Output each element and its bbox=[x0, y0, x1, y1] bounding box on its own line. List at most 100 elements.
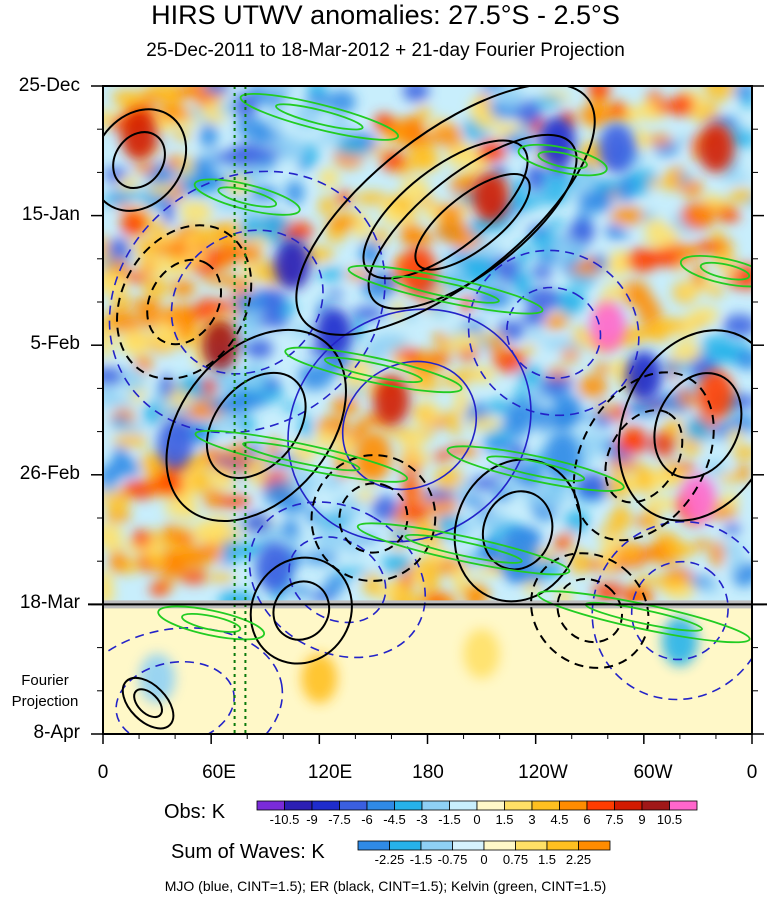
obs-colorbar-box bbox=[531, 800, 560, 811]
field-cell bbox=[441, 410, 461, 426]
obs-colorbar-box bbox=[669, 800, 698, 811]
waves-colorbar-box bbox=[515, 840, 548, 851]
field-cell bbox=[488, 339, 506, 357]
field-cell bbox=[179, 200, 213, 224]
field-cell bbox=[234, 590, 255, 603]
field-extremum bbox=[139, 653, 176, 704]
obs-colorbar-tick-label: 6 bbox=[583, 812, 590, 827]
waves-colorbar-tick-label: -0.75 bbox=[438, 852, 468, 867]
x-tick-label: 0 bbox=[97, 762, 109, 783]
field-cell bbox=[487, 256, 521, 276]
field-cell bbox=[720, 266, 738, 278]
field-extremum bbox=[202, 320, 239, 370]
field-cell bbox=[533, 95, 564, 108]
field-cell bbox=[607, 458, 641, 472]
y-tick-label: 5-Feb bbox=[30, 333, 80, 354]
field-extremum bbox=[697, 123, 734, 173]
field-cell bbox=[334, 567, 370, 576]
field-cell bbox=[122, 479, 158, 500]
kelvin-contour bbox=[537, 150, 588, 170]
field-cell bbox=[465, 587, 490, 603]
er-contour bbox=[653, 372, 743, 479]
waves-colorbar-box bbox=[483, 840, 516, 851]
field-cell bbox=[609, 404, 626, 422]
er-contour bbox=[112, 131, 166, 189]
field-cell bbox=[164, 499, 191, 518]
mjo-contour bbox=[506, 286, 602, 380]
kelvin-contour bbox=[391, 275, 500, 304]
field-cell bbox=[631, 177, 651, 195]
field-cell bbox=[103, 195, 127, 207]
field-cell bbox=[134, 161, 157, 174]
field-cell bbox=[522, 344, 536, 354]
kelvin-contour bbox=[486, 455, 586, 482]
field-cell bbox=[148, 183, 174, 196]
field-cell bbox=[103, 335, 113, 359]
field-cell bbox=[131, 529, 152, 548]
field-cell bbox=[290, 441, 316, 465]
field-cell bbox=[564, 410, 586, 420]
field-cell bbox=[300, 142, 319, 168]
field-cell bbox=[578, 374, 608, 399]
kelvin-contour bbox=[181, 612, 242, 633]
field-cell bbox=[488, 398, 509, 416]
field-cell bbox=[316, 267, 346, 281]
obs-colorbar-box bbox=[339, 800, 368, 811]
field-cell bbox=[353, 191, 389, 206]
field-cell bbox=[402, 86, 430, 102]
kelvin-contour bbox=[284, 346, 463, 394]
field-cell bbox=[179, 570, 209, 584]
field-cell bbox=[174, 327, 192, 339]
x-tick-label: 0 bbox=[746, 762, 758, 783]
y-tick-label: 8-Apr bbox=[33, 722, 80, 743]
field-cell bbox=[610, 101, 626, 119]
field-cell bbox=[370, 272, 403, 283]
field-cell bbox=[184, 314, 199, 331]
waves-colorbar-box bbox=[357, 840, 390, 851]
waves-colorbar-tick-label: 0.75 bbox=[503, 852, 528, 867]
field-cell bbox=[646, 179, 664, 188]
field-cell bbox=[655, 574, 689, 590]
obs-colorbar-box bbox=[366, 800, 395, 811]
field-cell bbox=[599, 543, 619, 571]
field-cell bbox=[652, 317, 687, 333]
field-cell bbox=[170, 130, 192, 140]
field-extremum bbox=[121, 110, 158, 161]
field-cell bbox=[534, 252, 562, 265]
field-cell bbox=[208, 572, 235, 583]
field-cell bbox=[113, 433, 149, 448]
field-cell bbox=[618, 280, 651, 305]
field-cell bbox=[432, 332, 446, 344]
obs-colorbar-tick-label: 9 bbox=[638, 812, 645, 827]
kelvin-contour bbox=[217, 186, 278, 208]
field-cell bbox=[142, 86, 174, 100]
field-cell bbox=[193, 469, 212, 486]
field-cell bbox=[578, 103, 614, 127]
field-cell bbox=[482, 439, 518, 453]
field-cell bbox=[684, 417, 711, 441]
field-cell bbox=[120, 210, 147, 237]
field-cell bbox=[188, 409, 211, 419]
waves-colorbar-box bbox=[546, 840, 579, 851]
x-tick-label: 60E bbox=[202, 762, 236, 783]
field-cell bbox=[235, 118, 271, 138]
field-cell bbox=[552, 237, 583, 256]
field-cell bbox=[560, 297, 579, 318]
field-cell bbox=[606, 513, 634, 529]
y-tick-label: 18-Mar bbox=[19, 592, 80, 613]
field-cell bbox=[588, 86, 610, 102]
kelvin-contour bbox=[239, 92, 400, 141]
field-cell bbox=[399, 115, 425, 134]
field-cell bbox=[707, 505, 738, 520]
field-cell bbox=[307, 507, 320, 525]
field-cell bbox=[103, 167, 130, 179]
er-contour bbox=[205, 371, 307, 479]
field-cell bbox=[337, 436, 357, 453]
field-cell bbox=[596, 526, 627, 536]
field-cell bbox=[561, 347, 580, 363]
field-cell bbox=[680, 283, 698, 299]
field-cell bbox=[473, 509, 507, 529]
waves-colorbar-box bbox=[452, 840, 485, 851]
field-cell bbox=[103, 366, 126, 386]
field-cell bbox=[411, 407, 433, 416]
